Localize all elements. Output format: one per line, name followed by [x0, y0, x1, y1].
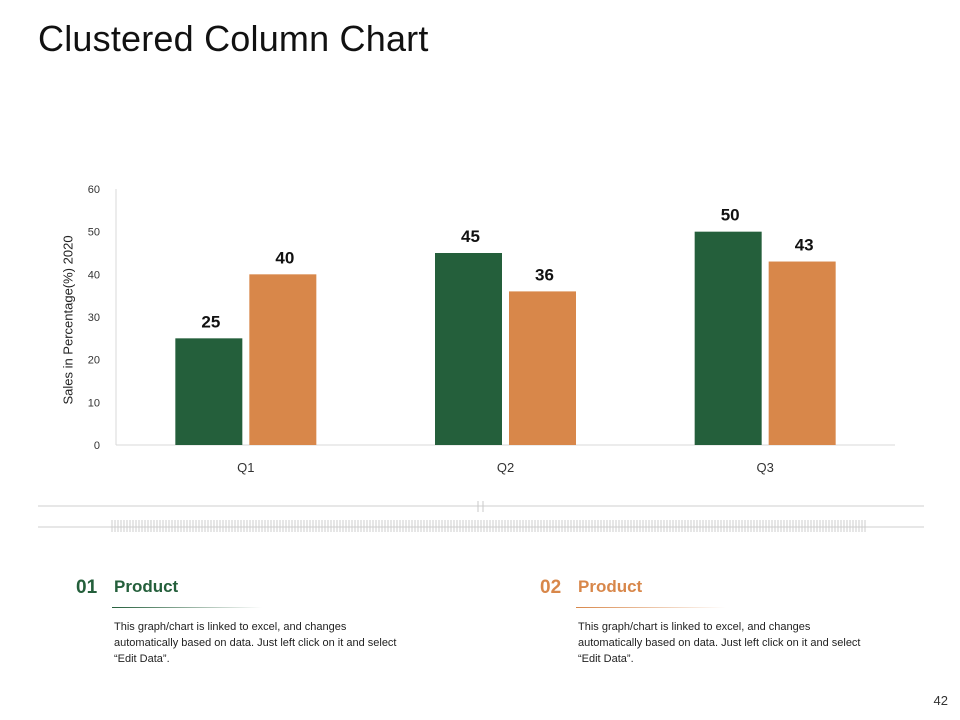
info-description: This graph/chart is linked to excel, and… — [114, 621, 397, 665]
y-tick-label: 50 — [88, 227, 100, 239]
info-title: Product — [578, 577, 643, 596]
bar-q1-series-1 — [175, 338, 243, 445]
data-label: 43 — [795, 236, 814, 255]
data-label: 36 — [535, 265, 554, 284]
bar-q3-series-2 — [768, 261, 836, 445]
y-tick-label: 30 — [88, 312, 100, 324]
y-tick-label: 40 — [88, 269, 100, 281]
clustered-column-chart[interactable]: 0 10 20 30 40 50 60 Q1 Q2 Q3 25 40 45 36 50 43 — [0, 0, 960, 500]
x-tick-label: Q2 — [497, 460, 514, 475]
section-divider — [38, 501, 924, 532]
x-tick-label: Q1 — [237, 460, 254, 475]
info-number: 02 — [540, 577, 562, 598]
page-title: Clustered Column Chart — [38, 18, 429, 59]
data-label: 25 — [201, 312, 220, 331]
info-underline — [112, 607, 262, 608]
y-tick-label: 20 — [88, 355, 100, 367]
bar-q3-series-1 — [694, 231, 762, 445]
info-title: Product — [114, 577, 179, 596]
info-description: This graph/chart is linked to excel, and… — [578, 621, 861, 665]
y-tick-label: 0 — [94, 440, 100, 452]
page-number: 42 — [933, 693, 948, 708]
info-number: 01 — [76, 577, 98, 598]
bar-q1-series-2 — [249, 274, 317, 445]
bar-q2-series-2 — [509, 291, 576, 445]
bar-q2-series-1 — [435, 253, 502, 445]
info-underline — [576, 607, 726, 608]
data-label: 40 — [275, 248, 294, 267]
x-tick-label: Q3 — [756, 460, 773, 475]
data-label: 50 — [721, 206, 740, 225]
data-label: 45 — [461, 227, 480, 246]
y-tick-label: 10 — [88, 397, 100, 409]
y-tick-label: 60 — [88, 184, 100, 196]
